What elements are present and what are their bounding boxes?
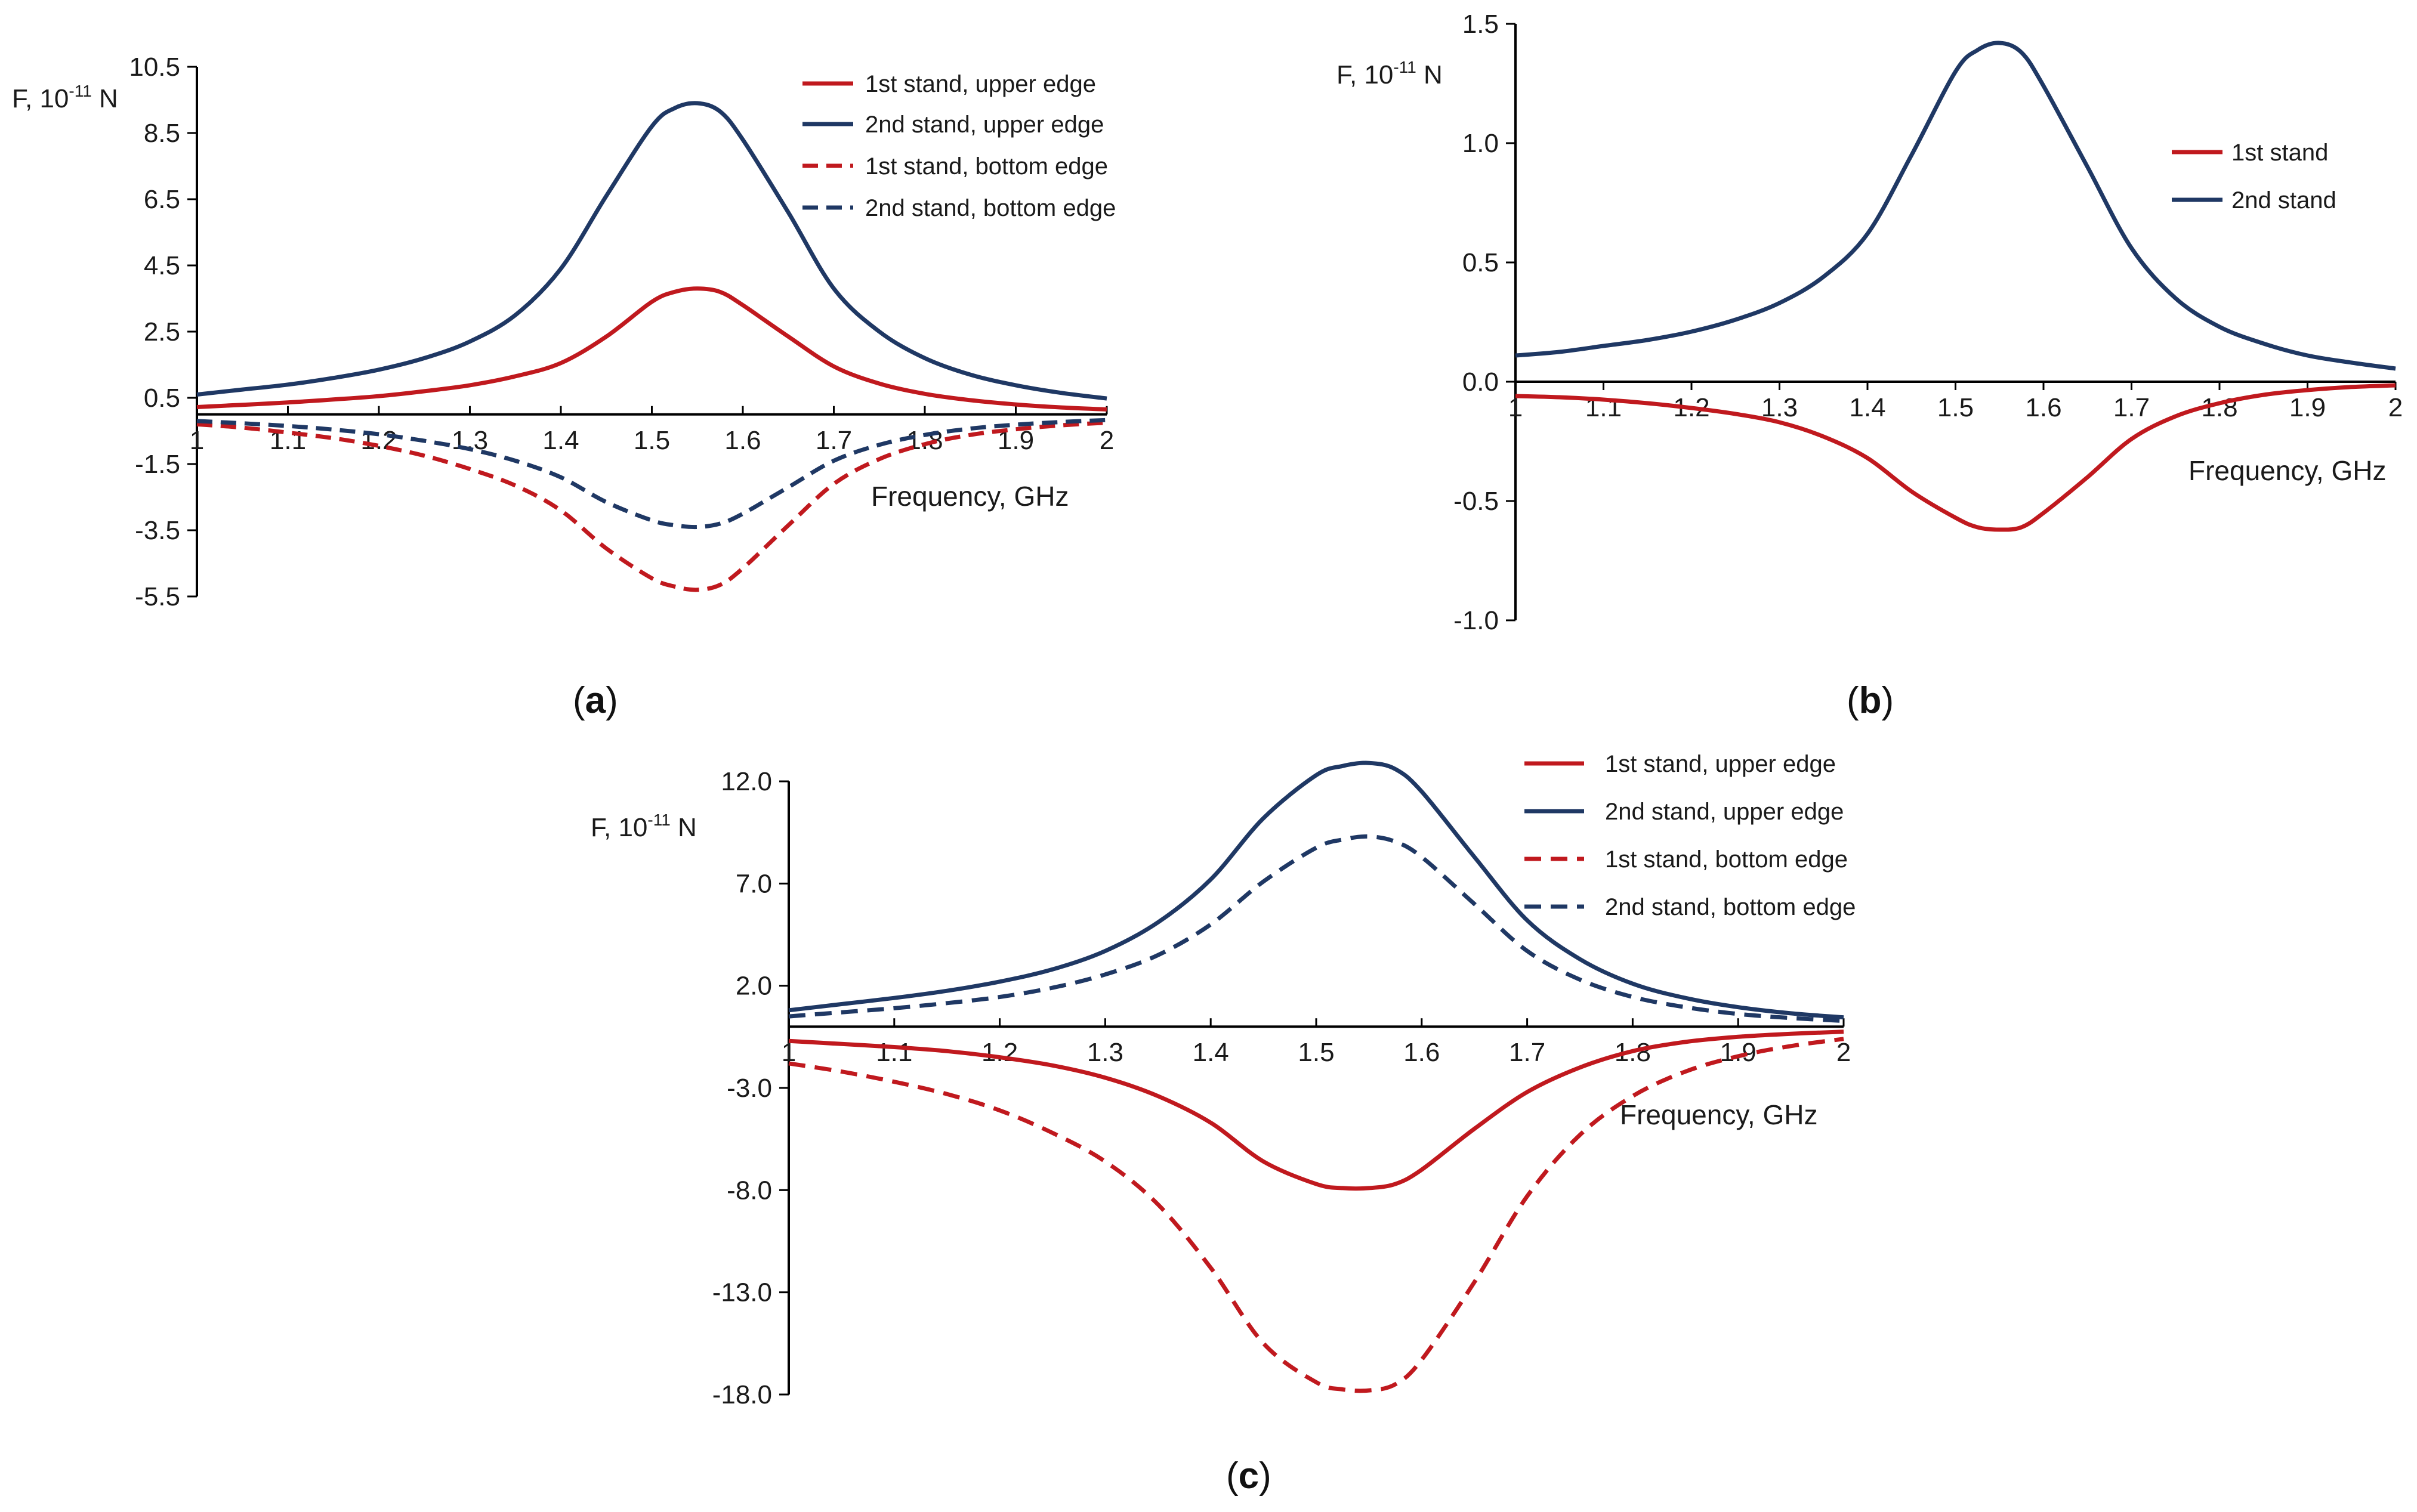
y-tick-label: -18.0: [712, 1380, 772, 1409]
y-tick-label: -1.0: [1453, 606, 1499, 635]
x-tick-label: 1.1: [876, 1038, 912, 1067]
series-line-2: [1515, 41, 2396, 371]
y-tick-label: 10.5: [129, 52, 180, 82]
x-tick-label: 1.5: [634, 426, 670, 455]
panel-c-plot: 12.07.02.0-3.0-8.0-13.0-18.01 1.1 1.2 1.3 1.…: [712, 760, 1851, 1409]
series-line-1: [788, 1029, 1844, 1191]
legend-label-c-1: 1st stand, upper edge: [1605, 751, 1836, 777]
series-line-1: [196, 286, 1107, 412]
panel-b-plot: 1.51.00.50.0-0.5-1.01 1.1 1.2 1.3 1.4 1.5 1.6 1…: [1453, 10, 2403, 635]
panel-c-chart: 12.07.02.0-3.0-8.0-13.0-18.01 1.1 1.2 1.3 1.…: [591, 751, 1856, 1496]
x-tick-label: 1: [190, 426, 204, 455]
y-tick-label: -1.5: [135, 450, 180, 479]
x-tick-label: 1.7: [2113, 393, 2150, 422]
y-tick-label: -13.0: [712, 1278, 772, 1307]
y-tick-label: 1.5: [1462, 10, 1499, 39]
x-tick-label: 1.4: [1193, 1038, 1229, 1067]
y-tick-label: 8.5: [144, 119, 180, 148]
y-tick-label: -8.0: [727, 1176, 772, 1205]
panel-b-xlabel: Frequency, GHz: [2188, 455, 2386, 486]
legend-label-a-1: 1st stand, upper edge: [865, 71, 1096, 97]
series-line-2: [788, 760, 1844, 1020]
y-tick-label: 4.5: [144, 251, 180, 280]
y-tick-label: -3.0: [727, 1074, 772, 1103]
y-tick-label: 6.5: [144, 185, 180, 214]
legend-label-c-3: 1st stand, bottom edge: [1605, 846, 1848, 873]
series-line-3: [788, 1037, 1844, 1393]
x-tick-label: 1.2: [360, 426, 397, 455]
panel-b-ylabel: F, 10-11 N: [1336, 58, 1443, 89]
panel-a-letter: (a): [573, 680, 618, 721]
y-tick-label: 7.0: [736, 869, 772, 898]
legend-label-a-4: 2nd stand, bottom edge: [865, 195, 1116, 221]
panel-a-xlabel: Frequency, GHz: [871, 481, 1069, 512]
panel-b-chart: 1.51.00.50.0-0.5-1.01 1.1 1.2 1.3 1.4 1.5 1.6 1…: [1336, 10, 2403, 721]
x-tick-label: 1.8: [906, 426, 943, 455]
x-tick-label: 2: [1100, 426, 1114, 455]
series-line-2: [196, 101, 1107, 401]
legend-label-c-4: 2nd stand, bottom edge: [1605, 894, 1856, 920]
panel-c-ylabel: F, 10-11 N: [591, 811, 697, 842]
panel-c-legend: 1st stand, upper edge 2nd stand, upper e…: [1524, 751, 1856, 920]
x-tick-label: 1.7: [1509, 1038, 1545, 1067]
panel-b-legend: 1st stand 2nd stand: [2172, 140, 2336, 214]
legend-label-a-3: 1st stand, bottom edge: [865, 153, 1108, 180]
y-tick-label: 0.5: [144, 384, 180, 413]
series-line-4: [196, 418, 1107, 530]
panel-a-legend: 1st stand, upper edge 2nd stand, upper e…: [802, 71, 1116, 221]
y-tick-label: 2.0: [736, 972, 772, 1001]
legend-label-b-2: 2nd stand: [2231, 187, 2336, 214]
x-tick-label: 1.6: [1403, 1038, 1440, 1067]
y-tick-label: -3.5: [135, 516, 180, 545]
y-tick-label: 12.0: [721, 767, 772, 796]
x-tick-label: 1.9: [1720, 1038, 1757, 1067]
x-tick-label: 2: [2388, 393, 2403, 422]
x-tick-label: 1.9: [2289, 393, 2326, 422]
panel-a-chart: 10.58.56.54.52.50.5-1.5-3.5-5.51 1.1 1.2 1.…: [12, 52, 1116, 721]
x-tick-label: 1.2: [981, 1038, 1018, 1067]
x-tick-label: 1.3: [1087, 1038, 1123, 1067]
x-tick-label: 1.6: [724, 426, 761, 455]
series-line-4: [788, 834, 1844, 1024]
series-line-1: [1515, 383, 2396, 532]
x-tick-label: 2: [1836, 1038, 1851, 1067]
x-tick-label: 1.6: [2025, 393, 2061, 422]
legend-label-b-1: 1st stand: [2231, 140, 2328, 166]
y-tick-label: -5.5: [135, 582, 180, 611]
y-tick-label: 1.0: [1462, 129, 1499, 158]
panel-a-plot: 10.58.56.54.52.50.5-1.5-3.5-5.51 1.1 1.2 1.…: [129, 52, 1114, 611]
legend-label-a-2: 2nd stand, upper edge: [865, 112, 1104, 138]
panel-a-ylabel: F, 10-11 N: [12, 82, 118, 113]
y-tick-label: -0.5: [1453, 487, 1499, 516]
panel-b-letter: (b): [1847, 680, 1894, 721]
x-tick-label: 1.4: [542, 426, 579, 455]
y-tick-label: 0.5: [1462, 248, 1499, 277]
x-tick-label: 1.5: [1937, 393, 1974, 422]
panel-c-xlabel: Frequency, GHz: [1620, 1099, 1817, 1130]
y-tick-label: 2.5: [144, 317, 180, 347]
x-tick-label: 1.5: [1298, 1038, 1334, 1067]
panel-c-letter: (c): [1226, 1455, 1271, 1496]
x-tick-label: 1.4: [1849, 393, 1885, 422]
legend-label-c-2: 2nd stand, upper edge: [1605, 799, 1844, 825]
y-tick-label: 0.0: [1462, 367, 1499, 397]
x-tick-label: 1.7: [816, 426, 852, 455]
series-line-3: [196, 420, 1107, 592]
